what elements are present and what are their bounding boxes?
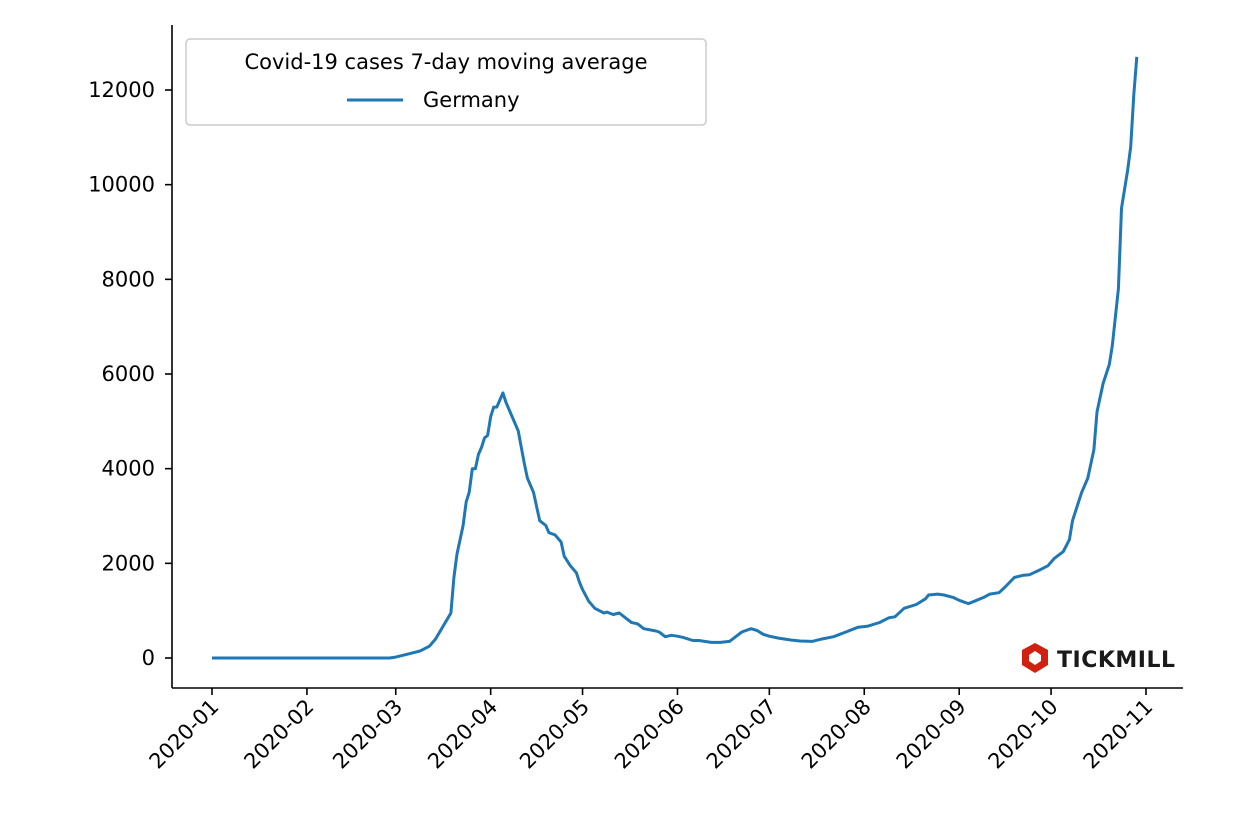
legend-title: Covid-19 cases 7-day moving average (244, 50, 647, 74)
x-tick-label: 2020-01 (145, 695, 224, 774)
x-axis: 2020-01 2020-02 2020-03 2020-04 2020-05 2020-… (145, 688, 1158, 774)
y-tick-label: 10000 (88, 173, 155, 197)
x-tick-label: 2020-03 (328, 695, 407, 774)
x-tick-label: 2020-11 (1079, 695, 1158, 774)
x-tick-label: 2020-02 (239, 695, 318, 774)
y-tick-label: 4000 (102, 457, 155, 481)
tickmill-wordmark: TICKMILL (1057, 648, 1176, 673)
y-tick-label: 6000 (102, 362, 155, 386)
x-tick-label: 2020-10 (984, 695, 1063, 774)
tickmill-hexagon-cutout (1029, 651, 1041, 665)
y-tick-label: 0 (142, 646, 155, 670)
tickmill-logo: TICKMILL (1022, 643, 1176, 673)
y-tick-label: 8000 (102, 267, 155, 291)
legend-label-germany: Germany (423, 88, 520, 112)
x-tick-label: 2020-08 (797, 695, 876, 774)
y-axis: 0 2000 4000 6000 8000 10000 12000 (88, 78, 172, 670)
y-tick-label: 12000 (88, 78, 155, 102)
x-tick-label: 2020-07 (702, 695, 781, 774)
y-tick-label: 2000 (102, 551, 155, 575)
x-tick-label: 2020-04 (423, 695, 502, 774)
legend-box (185, 38, 707, 126)
x-tick-label: 2020-05 (515, 695, 594, 774)
series-lines (211, 56, 1139, 660)
x-tick-label: 2020-06 (610, 695, 689, 774)
x-tick-label: 2020-09 (892, 695, 971, 774)
legend: Covid-19 cases 7-day moving average Germ… (185, 38, 707, 126)
series-line-germany (212, 56, 1139, 660)
